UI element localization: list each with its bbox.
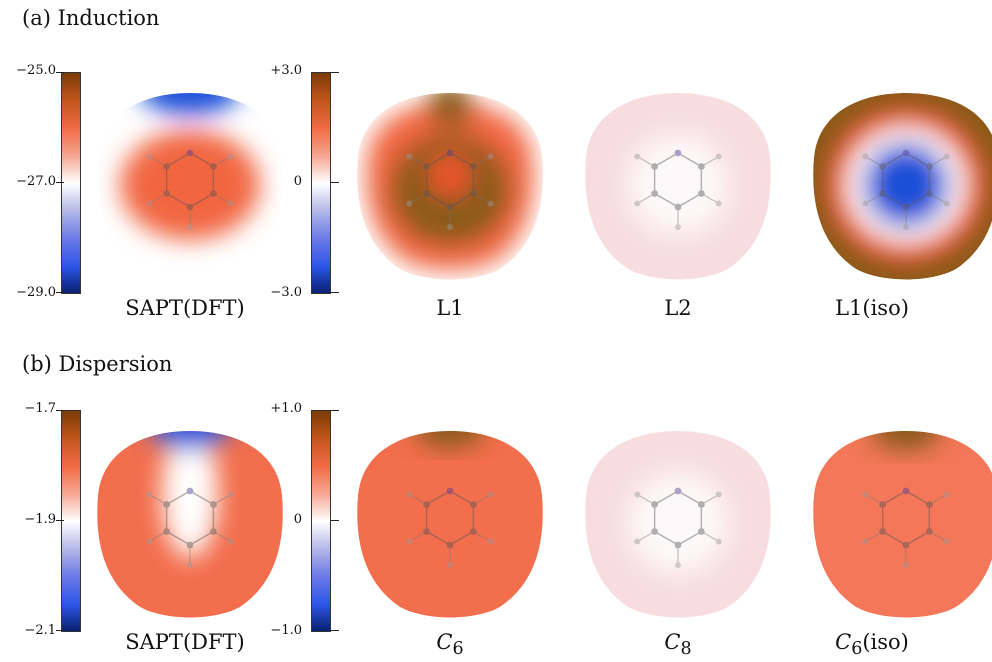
colorbar-induction-total	[61, 72, 81, 294]
colorbar-mid-label: −27.0	[16, 174, 56, 189]
panel-label-c8: C8	[664, 630, 692, 660]
panel-label-l2: L2	[664, 296, 692, 320]
colorbar-min-label: −1.0	[270, 623, 302, 638]
colorbar-max-label: −1.7	[24, 401, 56, 416]
section-title-dispersion: (b) Dispersion	[22, 352, 173, 376]
colorbar-min-label: −2.1	[24, 623, 56, 638]
map-c6-iso	[813, 431, 992, 618]
panel-label-c6: C6	[436, 630, 464, 660]
map-l1-iso	[813, 93, 992, 280]
colorbar-max-label: −25.0	[16, 63, 56, 78]
colorbar-dispersion-diff	[311, 410, 331, 632]
panel-label-l1: L1	[436, 296, 464, 320]
panel-label-l1-iso: L1(iso)	[835, 296, 909, 320]
map-l2	[585, 93, 771, 280]
colorbar-dispersion-total	[61, 410, 81, 632]
colorbar-max-label: +3.0	[270, 63, 302, 78]
colorbar-tick	[331, 292, 339, 293]
colorbar-tick	[331, 182, 339, 183]
colorbar-tick	[56, 182, 64, 183]
colorbar-min-label: −3.0	[270, 285, 302, 300]
colorbar-tick	[331, 72, 339, 73]
colorbar-mid-label: 0	[293, 174, 302, 189]
map-c6	[357, 431, 543, 618]
colorbar-tick	[56, 72, 64, 73]
colorbar-max-label: +1.0	[270, 401, 302, 416]
colorbar-tick	[56, 292, 64, 293]
colorbar-tick	[56, 520, 64, 521]
colorbar-induction-diff	[311, 72, 331, 294]
panel-label-c6-iso: C6(iso)	[835, 630, 909, 660]
colorbar-tick	[56, 630, 64, 631]
map-c8	[585, 431, 771, 618]
map-sapt-dispersion	[97, 431, 283, 618]
colorbar-tick	[331, 630, 339, 631]
colorbar-mid-label: −1.9	[24, 512, 56, 527]
colorbar-mid-label: 0	[293, 512, 302, 527]
colorbar-tick	[331, 520, 339, 521]
colorbar-tick	[331, 410, 339, 411]
section-title-induction: (a) Induction	[22, 6, 160, 30]
colorbar-tick	[56, 410, 64, 411]
map-sapt-induction	[97, 93, 283, 280]
panel-label-sapt-induction: SAPT(DFT)	[125, 296, 245, 320]
panel-label-sapt-dispersion: SAPT(DFT)	[125, 630, 245, 654]
map-l1	[357, 93, 543, 280]
colorbar-min-label: −29.0	[16, 285, 56, 300]
